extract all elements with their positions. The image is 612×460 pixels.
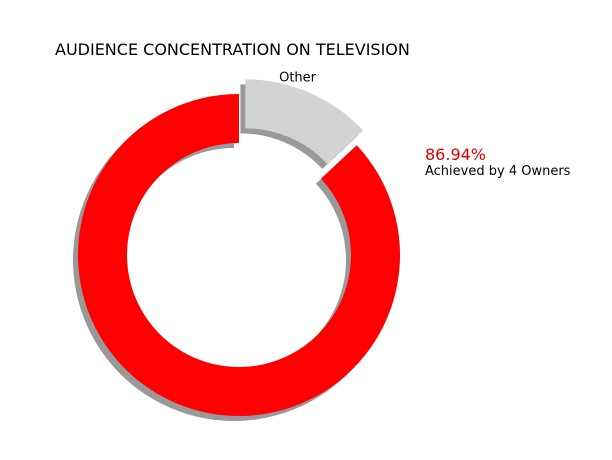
slice-main: [77, 94, 401, 416]
callout-text: Achieved by 4 Owners: [425, 164, 571, 179]
chart-title: AUDIENCE CONCENTRATION ON TELEVISION: [55, 40, 410, 59]
slice-other: [245, 79, 364, 164]
callout-percent: 86.94%: [425, 145, 487, 164]
slice-label-other: Other: [279, 70, 317, 85]
